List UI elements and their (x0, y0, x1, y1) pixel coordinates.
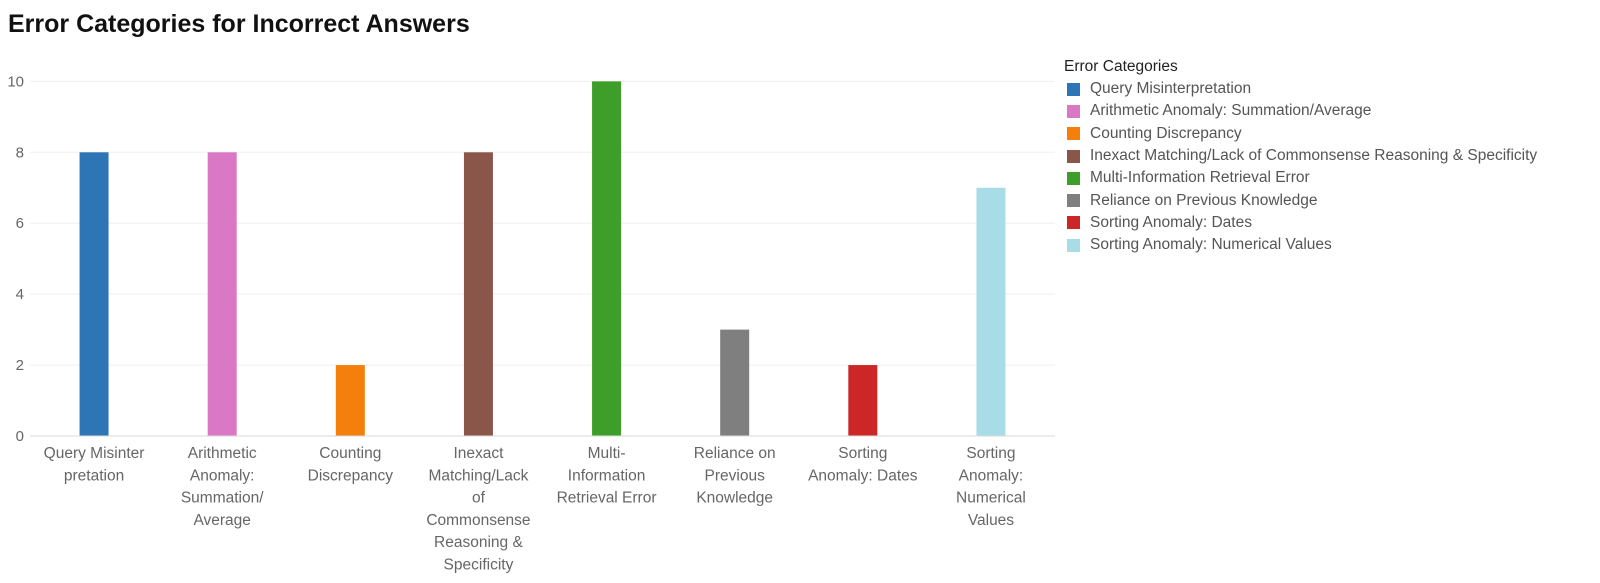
bar: Inexact Matching/Lack of Commonsense Rea… (463, 152, 493, 436)
legend-item: Query Misinterpretation (1064, 78, 1594, 100)
bar: Sorting Anomaly: Dates: 2 (848, 365, 878, 436)
x-category-label: Multi- Information Retrieval Error (557, 445, 657, 507)
x-category-label-line: Average (193, 512, 250, 529)
legend-item: Arithmetic Anomaly: Summation/Average (1064, 100, 1594, 122)
y-axis-ticks: 0 2 4 6 8 10 (7, 73, 24, 445)
x-category-label: Reliance on Previous Knowledge (694, 445, 776, 507)
legend-label: Inexact Matching/Lack of Commonsense Rea… (1090, 147, 1538, 165)
x-category-label-line: Specificity (444, 557, 514, 574)
legend-item: Reliance on Previous Knowledge (1064, 189, 1594, 211)
legend-item: Multi-Information Retrieval Error (1064, 167, 1594, 189)
chart-title: Error Categories for Incorrect Answers (8, 10, 470, 38)
legend-label: Sorting Anomaly: Dates (1090, 213, 1252, 231)
bars: Query Misinterpretation: 8 Arithmetic Ano… (79, 81, 1006, 437)
x-category-label-line: Information (568, 467, 646, 484)
x-category-label-line: Knowledge (696, 490, 773, 507)
legend-item: Inexact Matching/Lack of Commonsense Rea… (1064, 145, 1594, 167)
x-category-label-line: Counting (319, 445, 381, 462)
legend-title: Error Categories (1064, 58, 1178, 75)
x-category-label: Counting Discrepancy (308, 445, 394, 484)
legend-item: Sorting Anomaly: Dates (1064, 212, 1594, 234)
legend-swatch (1067, 171, 1080, 185)
x-category-label-line: Inexact (453, 445, 504, 462)
x-category-label-line: of (472, 490, 486, 507)
x-category-label-line: Summation/ (181, 490, 264, 507)
x-category-label-line: Sorting (838, 445, 887, 462)
x-category-label-line: Sorting (966, 445, 1015, 462)
x-axis-labels: Query Misinter pretation Arithmetic Anomaly… (44, 445, 1026, 574)
x-category-label-line: Discrepancy (308, 467, 394, 484)
bar: Multi-Information Retrieval Error: 10 (592, 81, 622, 437)
y-tick-label: 4 (16, 286, 24, 303)
legend-swatch (1067, 194, 1080, 208)
legend-items: Query Misinterpretation Arithmetic Anomal… (1064, 78, 1594, 256)
x-category-label-line: Matching/Lack (428, 467, 528, 484)
y-tick-label: 2 (16, 357, 24, 374)
x-category-label-line: Numerical (956, 490, 1026, 507)
legend-swatch (1067, 82, 1080, 96)
legend-swatch (1067, 238, 1080, 252)
x-category-label-line: Previous (705, 467, 766, 484)
bar: Query Misinterpretation: 8 (79, 152, 109, 436)
legend-swatch (1067, 127, 1080, 141)
y-tick-label: 6 (16, 215, 24, 232)
legend-swatch (1067, 216, 1080, 230)
x-category-label-line: Commonsense (426, 512, 530, 529)
x-category-label-line: Reasoning & (434, 534, 523, 551)
legend-swatch (1067, 104, 1080, 118)
bar-chart: 0 2 4 6 8 10 Query Misinterpretation: 8 Arithm… (7, 73, 1055, 574)
x-category-label-line: Query Misinter (44, 445, 145, 462)
bar: Counting Discrepancy: 2 (335, 365, 365, 436)
bar: Arithmetic Anomaly: Summation/Average: 8 (207, 152, 237, 436)
x-category-label-line: Values (968, 512, 1014, 529)
x-category-label-line: pretation (64, 467, 124, 484)
legend-label: Query Misinterpretation (1090, 80, 1252, 98)
x-category-label-line: Reliance on (694, 445, 776, 462)
x-category-label-line: Retrieval Error (557, 490, 657, 507)
x-category-label: Sorting Anomaly: Dates (808, 445, 918, 484)
legend-label: Reliance on Previous Knowledge (1090, 191, 1318, 209)
legend-item: Counting Discrepancy (1064, 123, 1594, 145)
legend: Error Categories Query Misinterpretation… (1064, 56, 1594, 256)
x-category-label-line: Anomaly: (959, 467, 1024, 484)
x-category-label-line: Multi- (588, 445, 626, 462)
legend-label: Sorting Anomaly: Numerical Values (1090, 236, 1332, 254)
y-tick-label: 0 (16, 428, 24, 445)
x-category-label-line: Anomaly: (190, 467, 255, 484)
bar: Sorting Anomaly: Numerical Values: 7 (976, 187, 1006, 436)
legend-swatch (1067, 149, 1080, 163)
bar: Reliance on Previous Knowledge: 3 (720, 329, 750, 436)
gridlines (30, 80, 1055, 366)
legend-item: Sorting Anomaly: Numerical Values (1064, 234, 1594, 256)
legend-label: Arithmetic Anomaly: Summation/Average (1090, 102, 1372, 120)
legend-label: Multi-Information Retrieval Error (1090, 169, 1310, 187)
x-category-label-line: Anomaly: Dates (808, 467, 918, 484)
legend-label: Counting Discrepancy (1090, 124, 1242, 142)
y-tick-label: 10 (7, 73, 24, 90)
x-category-label: Query Misinter pretation (44, 445, 145, 484)
x-category-label: Inexact Matching/Lack of Commonsense Reasoni… (426, 445, 530, 574)
x-category-label: Arithmetic Anomaly: Summation/Average (181, 445, 264, 529)
x-category-label: Sorting Anomaly: Numerical Values (956, 445, 1026, 529)
x-category-label-line: Arithmetic (188, 445, 257, 462)
y-tick-label: 8 (16, 144, 24, 161)
